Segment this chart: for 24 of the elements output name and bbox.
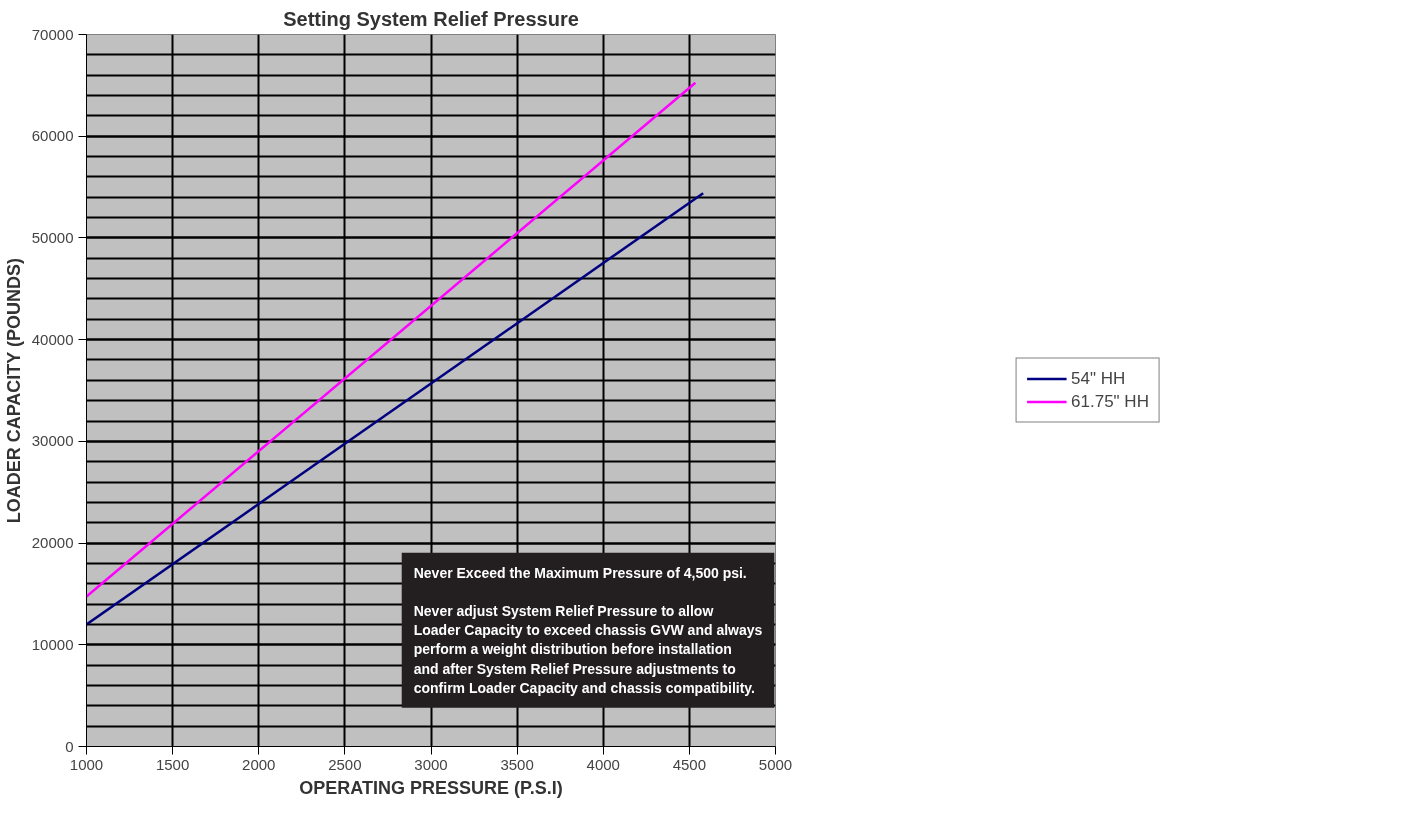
x-axis-title: OPERATING PRESSURE (P.S.I): [299, 777, 563, 798]
legend-label: 54" HH: [1071, 368, 1126, 389]
y-tick-label: 20000: [31, 534, 74, 552]
chart-title: Setting System Relief Pressure: [283, 7, 579, 30]
x-tick-label: 4500: [672, 755, 707, 773]
y-axis-title: LOADER CAPACITY (POUNDS): [3, 257, 24, 524]
y-tick-label: 40000: [31, 330, 74, 348]
y-tick-label: 10000: [31, 635, 74, 653]
legend-label: 61.75" HH: [1071, 391, 1149, 412]
x-tick-label: 1500: [155, 755, 190, 773]
x-tick-label: 3500: [500, 755, 534, 773]
x-tick-label: 4000: [586, 755, 620, 773]
y-tick-label: 50000: [31, 228, 74, 246]
x-tick-label: 3000: [414, 755, 448, 773]
y-tick-label: 60000: [31, 127, 74, 145]
x-tick-label: 5000: [758, 755, 793, 773]
y-tick-label: 70000: [31, 25, 74, 43]
x-tick-label: 2000: [242, 755, 276, 773]
y-tick-label: 0: [65, 737, 74, 755]
x-tick-label: 1000: [69, 755, 104, 773]
annotation: Never adjust System Relief Pressure to allow Loader Capacity to exceed chassis GVW and always perform a weight distribution before installation and after System Relief Pressure adjustments to confirm Loader Capacity and chassis compatibility.: [413, 603, 763, 696]
annotation: Never Exceed the Maximum Pressure of 4,500 psi.: [413, 564, 747, 581]
x-tick-label: 2500: [328, 755, 362, 773]
y-tick-label: 30000: [31, 432, 74, 450]
